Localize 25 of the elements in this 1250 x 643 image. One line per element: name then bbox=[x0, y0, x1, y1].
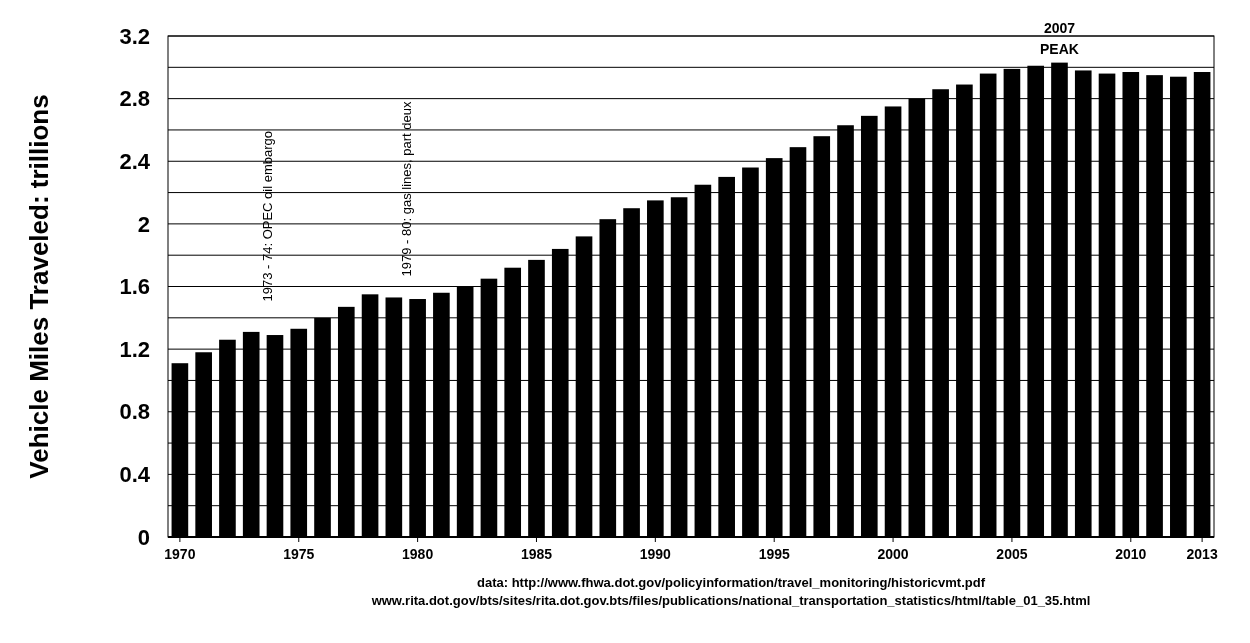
y-tick-label: 0.8 bbox=[119, 399, 150, 425]
x-tick-label: 1970 bbox=[164, 546, 196, 562]
y-tick-label: 1.2 bbox=[119, 336, 150, 362]
y-tick-label: 2.8 bbox=[119, 86, 150, 112]
annotation: 2007 PEAK bbox=[1040, 19, 1079, 57]
x-tick-label: 2005 bbox=[996, 546, 1028, 562]
y-tick-label: 2 bbox=[137, 211, 150, 237]
text: data: http://www.fhwa.dot.gov/policyinformation/travel_monitoring/historicvmt.pdf bbox=[477, 575, 986, 590]
y-tick-label: 3.2 bbox=[119, 23, 150, 49]
x-tick-label: 2000 bbox=[877, 546, 909, 562]
y-tick-label: 2.4 bbox=[119, 148, 151, 174]
text: www.rita.dot.gov/bts/sites/rita.dot.gov.bts/files/publications/national_transportation_statistics/html/table_01_35.html bbox=[370, 593, 1091, 608]
y-tick-label: 0.4 bbox=[119, 462, 151, 488]
x-tick-label: 1990 bbox=[639, 546, 672, 562]
x-tick-label: 1980 bbox=[402, 546, 434, 562]
x-tick-label: 1985 bbox=[520, 546, 553, 562]
x-tick-label: 2010 bbox=[1115, 546, 1147, 562]
annotation: 1979 - 80: gas lines, part deux bbox=[399, 101, 415, 277]
y-tick-label: 1.6 bbox=[119, 274, 150, 300]
x-tick-label: 1975 bbox=[283, 546, 315, 562]
annotation: 1973 - 74: OPEC oil embargo bbox=[259, 130, 275, 302]
x-tick-label: 2013 bbox=[1186, 546, 1218, 562]
y-axis-title: Vehicle Miles Traveled: trillions bbox=[24, 94, 54, 479]
y-tick-label: 0 bbox=[137, 524, 150, 550]
x-tick-label: 1995 bbox=[758, 546, 790, 562]
